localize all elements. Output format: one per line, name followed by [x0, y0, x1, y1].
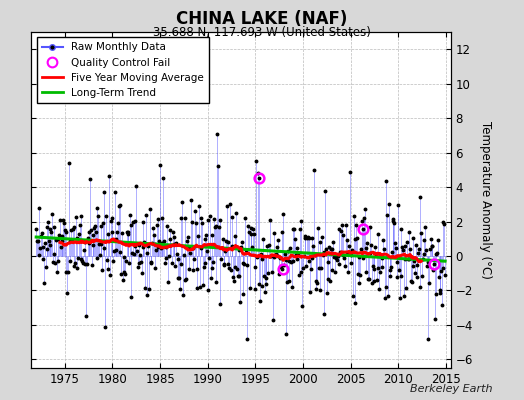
- Text: CHINA LAKE (NAF): CHINA LAKE (NAF): [176, 10, 348, 28]
- Legend: Raw Monthly Data, Quality Control Fail, Five Year Moving Average, Long-Term Tren: Raw Monthly Data, Quality Control Fail, …: [37, 37, 209, 103]
- Text: 35.688 N, 117.693 W (United States): 35.688 N, 117.693 W (United States): [153, 26, 371, 39]
- Text: Berkeley Earth: Berkeley Earth: [410, 384, 493, 394]
- Y-axis label: Temperature Anomaly (°C): Temperature Anomaly (°C): [479, 121, 493, 279]
